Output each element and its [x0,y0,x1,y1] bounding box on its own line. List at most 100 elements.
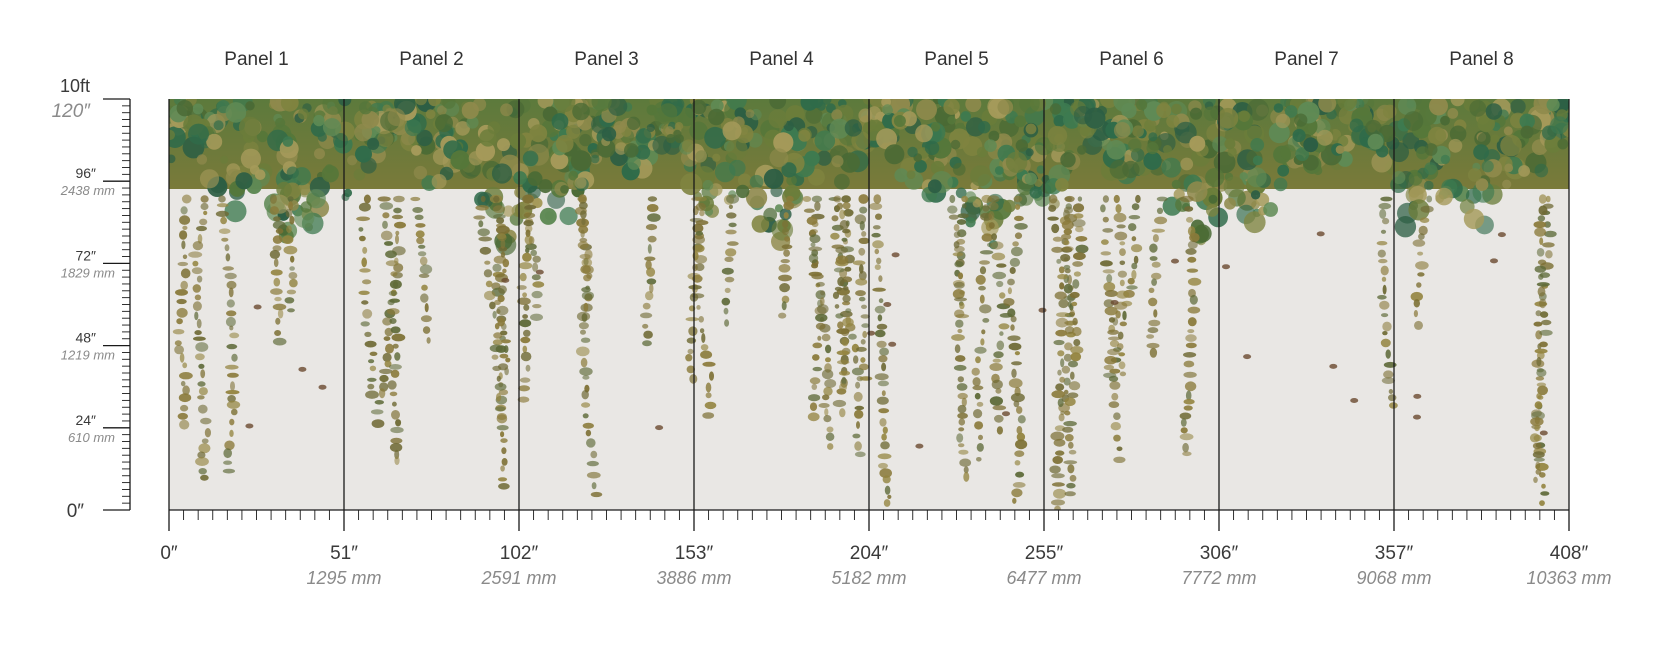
canopy-leaf [692,148,707,163]
vine-leaf [1410,291,1424,302]
canopy-leaf [372,126,381,135]
vine-leaf [393,207,402,214]
vine-leaf [834,286,843,291]
vine-leaf [855,290,866,297]
vine-leaf [1532,442,1542,450]
vine-leaf [501,339,511,344]
vine-leaf [497,477,508,482]
vine-leaf [1014,223,1028,230]
canopy-leaf [306,189,326,209]
vine-leaf [377,196,391,202]
vine-leaf [477,228,490,237]
canopy-leaf [297,108,309,120]
canopy-leaf [413,165,428,180]
vine-leaf [1075,226,1084,233]
canopy-leaf [1205,168,1225,188]
canopy-leaf [1477,132,1491,146]
panel-label: Panel 2 [399,49,463,70]
vine-leaf [975,274,986,285]
vine-leaf [178,393,192,403]
vine-leaf [532,255,541,263]
vine-leaf [225,364,239,370]
canopy-leaf [286,166,299,179]
vine-leaf [881,433,887,441]
width-inches: 102″ [500,543,539,564]
vine-leaf [1539,237,1544,245]
vine-leaf [803,208,815,213]
canopy-leaf [1510,99,1526,115]
vine-leaf [874,248,880,255]
vine-leaf [836,328,850,335]
canopy-leaf [906,170,916,180]
vine-leaf [531,290,543,299]
vine-leaf [1053,438,1066,447]
vine-leaf [1050,431,1065,441]
canopy-leaf [666,133,676,144]
vine-leaf [881,362,887,372]
vine-leaf [380,230,393,241]
canopy-leaf [702,179,714,191]
vine-leaf [1152,234,1159,243]
vine-leaf [390,437,403,444]
vine-leaf [822,394,830,401]
canopy-leaf [1166,114,1180,128]
vine-leaf [645,291,654,301]
vine-leaf [1534,401,1543,409]
vine-leaf [179,215,191,225]
vine-leaf [494,406,506,412]
vine-leaf [695,202,706,211]
vine-leaf [1536,382,1547,387]
vine-leaf [830,232,840,240]
vine-leaf [1013,400,1020,408]
canopy-leaf [960,111,971,122]
canopy-leaf [1180,157,1194,171]
vine-leaf [1419,217,1430,223]
vine-leaf [878,408,890,414]
vine-leaf [412,207,424,213]
width-inches: 0″ [160,543,178,564]
canopy-leaf [708,108,725,126]
canopy-leaf [353,168,366,181]
canopy-leaf [1435,187,1453,206]
vine-leaf [955,319,964,328]
vine-leaf [858,237,870,244]
vine-leaf [579,367,593,376]
vine-leaf [853,355,859,364]
canopy-leaf [673,129,682,138]
vine-leaf [493,332,503,339]
canopy-leaf [1448,138,1463,153]
vine-leaf [180,268,191,279]
vine-leaf [422,326,431,334]
vine-leaf [418,244,426,249]
vine-leaf [200,474,209,481]
vine-leaf [1063,283,1073,294]
vine-leaf [504,367,509,376]
vine-leaf [956,433,964,443]
vine-leaf [288,201,293,211]
canopy-leaf [1449,125,1467,143]
vine-leaf [197,381,206,387]
height-inches: 24″ [75,412,96,428]
butterfly [298,366,307,372]
vine-leaf [197,395,205,400]
vine-leaf [1532,451,1545,459]
height-mm: 610 mm [68,430,115,445]
vine-leaf [844,266,852,272]
vine-leaf [812,366,823,372]
vine-leaf [1103,364,1115,370]
vine-leaf [1381,276,1387,282]
vine-leaf [974,421,984,430]
butterfly [1002,411,1010,417]
vine-leaf [778,312,787,319]
vine-leaf [198,387,208,396]
vine-leaf [958,427,965,432]
canopy-leaf [1003,199,1016,213]
vine-leaf [976,457,982,462]
canopy-leaf [1361,99,1375,110]
height-inches: 120″ [52,101,92,122]
vine-leaf [815,313,828,322]
vine-leaf [1010,393,1025,403]
vine-leaf [496,217,505,224]
vine-leaf [576,311,591,322]
vine-leaf [1067,392,1079,399]
